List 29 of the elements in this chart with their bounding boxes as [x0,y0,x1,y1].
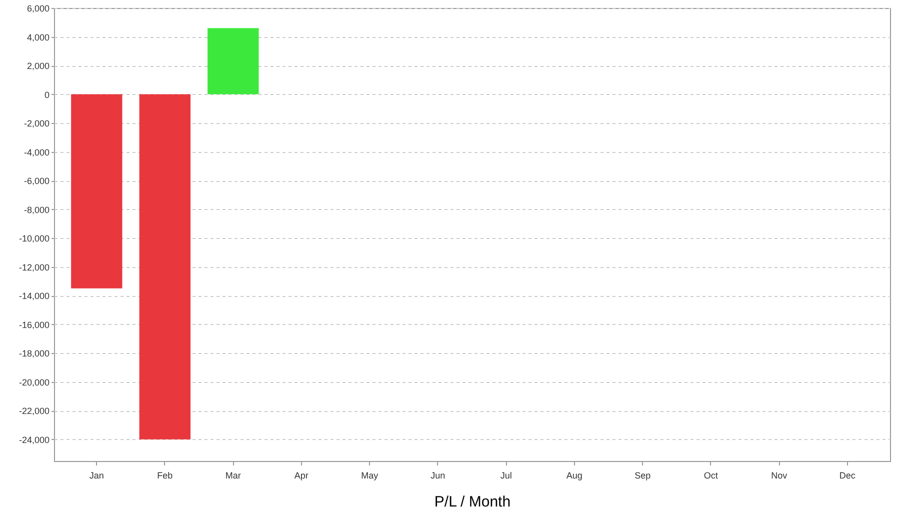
y-tick-label: -14,000 [18,291,50,302]
x-tick-label: Feb [157,470,173,480]
y-tick-label: -24,000 [18,434,50,445]
x-tick-label: Mar [225,470,241,480]
y-tick-label: -16,000 [18,320,50,330]
y-tick-label: -8,000 [24,204,50,215]
y-tick-label: 4,000 [26,32,50,42]
x-tick-label: Jan [89,470,104,480]
x-tick-label: Jul [500,470,512,480]
y-tick-label: -12,000 [18,262,50,272]
y-tick-label: -10,000 [18,234,50,244]
y-tick-label: -4,000 [24,147,50,158]
x-tick-label: Aug [566,470,582,480]
y-tick-label: -6,000 [24,176,50,186]
x-tick-label: Oct [704,470,718,480]
y-tick-label: 6,000 [26,4,50,14]
x-axis-title: P/L / Month [434,494,511,510]
x-tick-label: Dec [839,470,856,480]
x-tick-label: Sep [634,470,651,480]
y-tick-label: 0 [44,90,50,100]
y-tick-label: 2,000 [26,61,50,72]
y-tick-label: -22,000 [18,406,50,416]
y-tick-label: -2,000 [24,118,50,129]
x-tick-label: Apr [294,470,308,480]
y-tick-label: -20,000 [18,377,50,388]
x-tick-label: May [361,470,379,480]
x-tick-label: Nov [771,470,788,480]
y-tick-label: -18,000 [18,348,50,359]
x-tick-label: Jun [430,470,446,480]
